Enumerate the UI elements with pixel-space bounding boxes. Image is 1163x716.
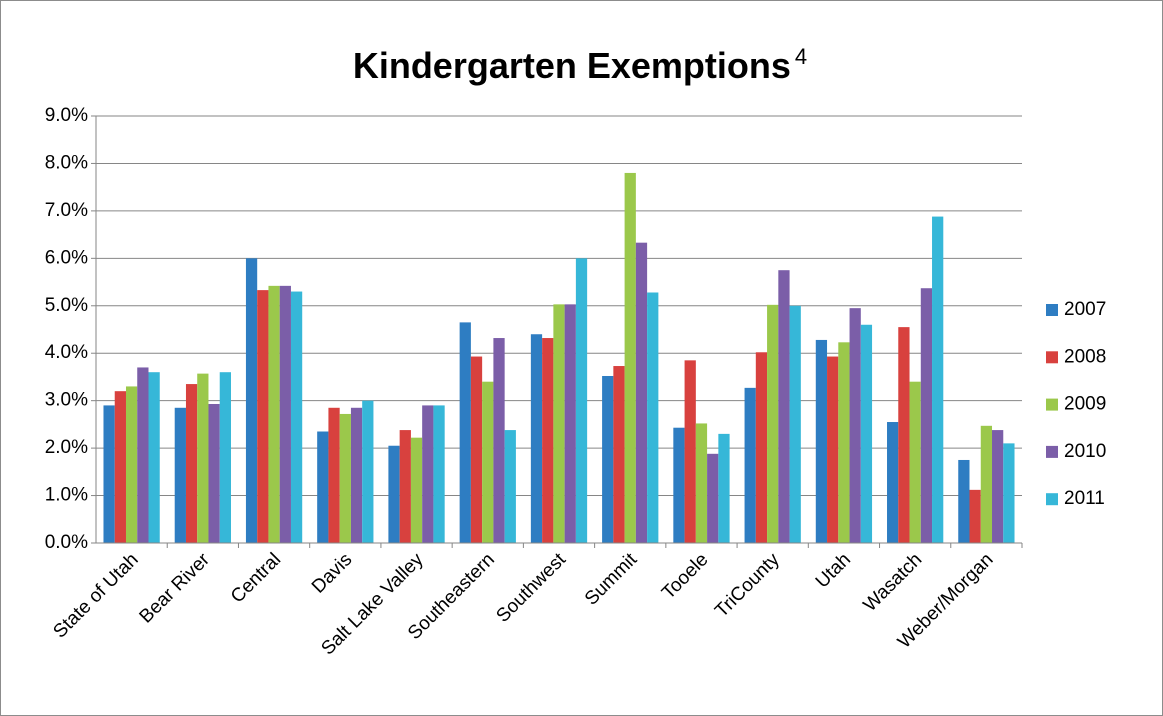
legend-swatch <box>1046 304 1058 316</box>
bar <box>279 285 291 543</box>
bar <box>504 430 516 543</box>
bar <box>778 270 790 543</box>
bar <box>339 413 351 543</box>
bar <box>673 427 685 543</box>
bar <box>920 288 933 543</box>
legend-label: 2011 <box>1064 488 1105 509</box>
y-tick-label: 7.0% <box>45 200 88 221</box>
bar <box>410 437 423 543</box>
bar <box>114 391 126 543</box>
bar <box>613 366 625 543</box>
bar <box>635 242 648 543</box>
bar <box>755 352 768 543</box>
legend-label: 2010 <box>1064 441 1106 462</box>
bar <box>148 372 160 543</box>
y-tick-label: 0.0% <box>45 532 88 553</box>
bar <box>602 375 614 543</box>
y-tick-label: 9.0% <box>45 105 88 126</box>
bar <box>887 422 899 543</box>
bar <box>197 373 209 543</box>
bar <box>350 407 363 543</box>
bar <box>362 400 374 543</box>
bar <box>898 327 910 543</box>
bar <box>317 431 329 543</box>
bar <box>185 384 198 543</box>
bar <box>767 304 779 543</box>
bar <box>718 433 730 543</box>
bar <box>932 216 944 544</box>
bar <box>174 407 186 543</box>
y-tick-label: 3.0% <box>45 390 88 411</box>
y-tick-label: 8.0% <box>45 152 88 173</box>
bar <box>459 322 471 543</box>
y-tick-label: 2.0% <box>45 437 88 458</box>
legend-swatch <box>1046 493 1058 506</box>
bar <box>707 453 719 543</box>
y-tick-label: 6.0% <box>45 247 88 268</box>
bar <box>909 381 921 543</box>
bar <box>290 291 303 543</box>
y-tick-label: 5.0% <box>45 295 88 316</box>
bar <box>992 430 1004 543</box>
bar <box>958 459 970 543</box>
y-tick-label: 1.0% <box>45 485 88 506</box>
legend-label: 2008 <box>1064 346 1106 367</box>
bar <box>838 342 850 543</box>
bar <box>245 258 258 543</box>
bar <box>624 172 636 543</box>
bar <box>208 403 220 543</box>
bar <box>827 356 839 543</box>
bar <box>125 386 138 543</box>
legend-label: 2009 <box>1064 394 1106 415</box>
bar <box>482 381 494 543</box>
bar <box>695 423 708 543</box>
bar <box>553 304 565 543</box>
bar <box>388 445 400 543</box>
bar <box>493 338 505 543</box>
title-main: Kindergarten Exemptions <box>353 45 791 86</box>
bar <box>1003 443 1015 543</box>
bar <box>969 489 981 543</box>
bar <box>564 304 576 543</box>
legend-swatch <box>1046 398 1058 411</box>
bar <box>422 405 434 543</box>
legend-swatch <box>1046 445 1058 458</box>
bar <box>860 324 873 543</box>
bar <box>103 405 115 543</box>
bar <box>575 258 588 543</box>
bar <box>684 360 696 543</box>
bar <box>470 356 483 543</box>
bar <box>328 407 340 543</box>
bar <box>815 339 828 543</box>
bar <box>789 305 801 543</box>
bar <box>433 405 445 543</box>
bar <box>647 292 659 543</box>
bar <box>530 334 543 543</box>
bar <box>849 308 861 543</box>
bar <box>542 338 554 543</box>
y-tick-label: 4.0% <box>45 342 88 363</box>
bar <box>744 387 756 543</box>
bar <box>219 372 231 543</box>
bar <box>980 425 993 543</box>
bar <box>137 367 149 543</box>
legend-swatch <box>1046 351 1058 364</box>
legend-label: 2007 <box>1064 299 1106 320</box>
bar <box>257 290 269 543</box>
bar <box>268 285 280 543</box>
title-superscript: 4 <box>795 44 807 69</box>
bar <box>399 430 411 543</box>
chart-title: Kindergarten Exemptions 4 <box>353 44 807 86</box>
